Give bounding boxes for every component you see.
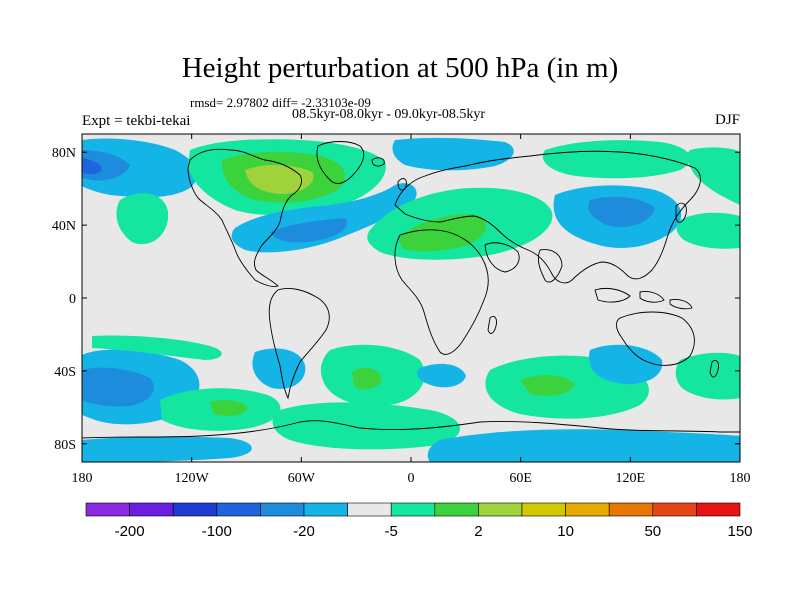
coastline-arabia bbox=[484, 242, 520, 273]
contour-region bbox=[675, 352, 740, 400]
lat-tick-label: 80S bbox=[54, 438, 76, 453]
map-panel bbox=[81, 133, 741, 463]
contour-region bbox=[210, 400, 248, 416]
stats-line: rmsd= 2.97802 diff= -2.33103e-09 bbox=[190, 95, 371, 110]
colorbar-swatch bbox=[172, 502, 218, 517]
contour-region bbox=[116, 193, 169, 245]
coastline-africa bbox=[394, 229, 489, 355]
colorbar: -200 -100 -20 -5 2 10 50 150 bbox=[85, 502, 753, 540]
colorbar-swatch bbox=[608, 502, 654, 517]
coastline-australia bbox=[615, 311, 695, 366]
contour-region bbox=[82, 436, 252, 462]
coastline-new-zealand bbox=[709, 359, 719, 378]
coastline-south-america bbox=[268, 287, 330, 400]
colorbar-swatch bbox=[303, 502, 348, 517]
contour-fill-layer bbox=[82, 137, 740, 462]
contour-region bbox=[417, 363, 466, 388]
contour-region bbox=[270, 218, 348, 243]
contour-region bbox=[542, 140, 691, 179]
contour-region bbox=[427, 429, 740, 462]
contour-region bbox=[272, 402, 460, 450]
experiment-label: Expt = tekbi-tekai bbox=[82, 113, 191, 129]
colorbar-swatch bbox=[565, 502, 610, 517]
coastlines bbox=[82, 141, 740, 439]
coastline-indonesia bbox=[594, 287, 631, 303]
contour-region bbox=[588, 196, 655, 228]
colorbar-label: 10 bbox=[557, 523, 574, 540]
colorbar-swatch bbox=[478, 502, 523, 517]
contour-region bbox=[252, 348, 306, 389]
coastline-japan bbox=[675, 202, 687, 223]
colorbar-swatch bbox=[347, 502, 392, 517]
map-title: Height perturbation at 500 hPa (in m) bbox=[181, 52, 619, 84]
colorbar-swatch bbox=[696, 502, 741, 517]
lon-tick-label: 180 bbox=[730, 471, 751, 486]
colorbar-label: -100 bbox=[202, 523, 232, 540]
lon-tick-label: 60W bbox=[288, 471, 316, 486]
coastline-greenland bbox=[316, 141, 365, 184]
colorbar-label: 150 bbox=[727, 523, 752, 540]
colorbar-swatch bbox=[652, 502, 697, 517]
colorbar-label: 50 bbox=[644, 523, 661, 540]
lon-tick-label: 180 bbox=[72, 471, 93, 486]
contour-region bbox=[352, 367, 382, 390]
contour-region bbox=[520, 375, 575, 396]
coastline-borneo bbox=[639, 291, 665, 303]
coastline-new-guinea bbox=[669, 299, 693, 310]
coastline-india bbox=[537, 249, 563, 283]
lat-tick-label: 40N bbox=[52, 219, 76, 234]
colorbar-swatch bbox=[260, 502, 305, 517]
coastline-iceland bbox=[371, 157, 385, 167]
colorbar-swatch bbox=[85, 502, 130, 517]
colorbar-swatch bbox=[434, 502, 479, 517]
contour-region bbox=[82, 367, 154, 407]
contour-region bbox=[589, 344, 663, 385]
colorbar-label: -5 bbox=[385, 523, 398, 540]
coastline-antarctica bbox=[82, 420, 740, 439]
contour-region bbox=[398, 214, 487, 252]
colorbar-swatch bbox=[129, 502, 174, 517]
contour-region bbox=[687, 147, 740, 205]
lat-tick-label: 0 bbox=[69, 292, 76, 307]
lon-tick-label: 60E bbox=[509, 471, 532, 486]
colorbar-label: -200 bbox=[115, 523, 145, 540]
lon-tick-label: 0 bbox=[408, 471, 415, 486]
colorbar-swatch bbox=[216, 502, 261, 517]
lon-tick-label: 120E bbox=[616, 471, 646, 486]
lon-tick-label: 120W bbox=[175, 471, 210, 486]
lat-tick-label: 40S bbox=[54, 365, 76, 380]
season-label: DJF bbox=[714, 112, 740, 128]
coastline-madagascar bbox=[487, 315, 497, 334]
lat-tick-label: 80N bbox=[52, 146, 76, 161]
periods-line: 08.5kyr-08.0kyr - 09.0kyr-08.5kyr bbox=[292, 107, 486, 122]
contour-region bbox=[676, 212, 740, 249]
longitude-axis: 180 120W 60W 0 60E 120E 180 bbox=[72, 134, 751, 486]
coastline-eurasia bbox=[394, 150, 701, 284]
contour-region bbox=[92, 335, 222, 360]
coastline-british-isles bbox=[397, 178, 407, 191]
colorbar-label: 2 bbox=[474, 523, 482, 540]
coastline-north-america bbox=[187, 148, 303, 287]
latitude-axis: 80N 40N 0 40S 80S bbox=[52, 146, 740, 453]
colorbar-label: -20 bbox=[293, 523, 315, 540]
colorbar-swatch bbox=[390, 502, 436, 517]
contour-region bbox=[82, 138, 198, 198]
contour-region bbox=[82, 158, 102, 175]
colorbar-swatch bbox=[521, 502, 566, 517]
contour-region bbox=[392, 137, 514, 171]
